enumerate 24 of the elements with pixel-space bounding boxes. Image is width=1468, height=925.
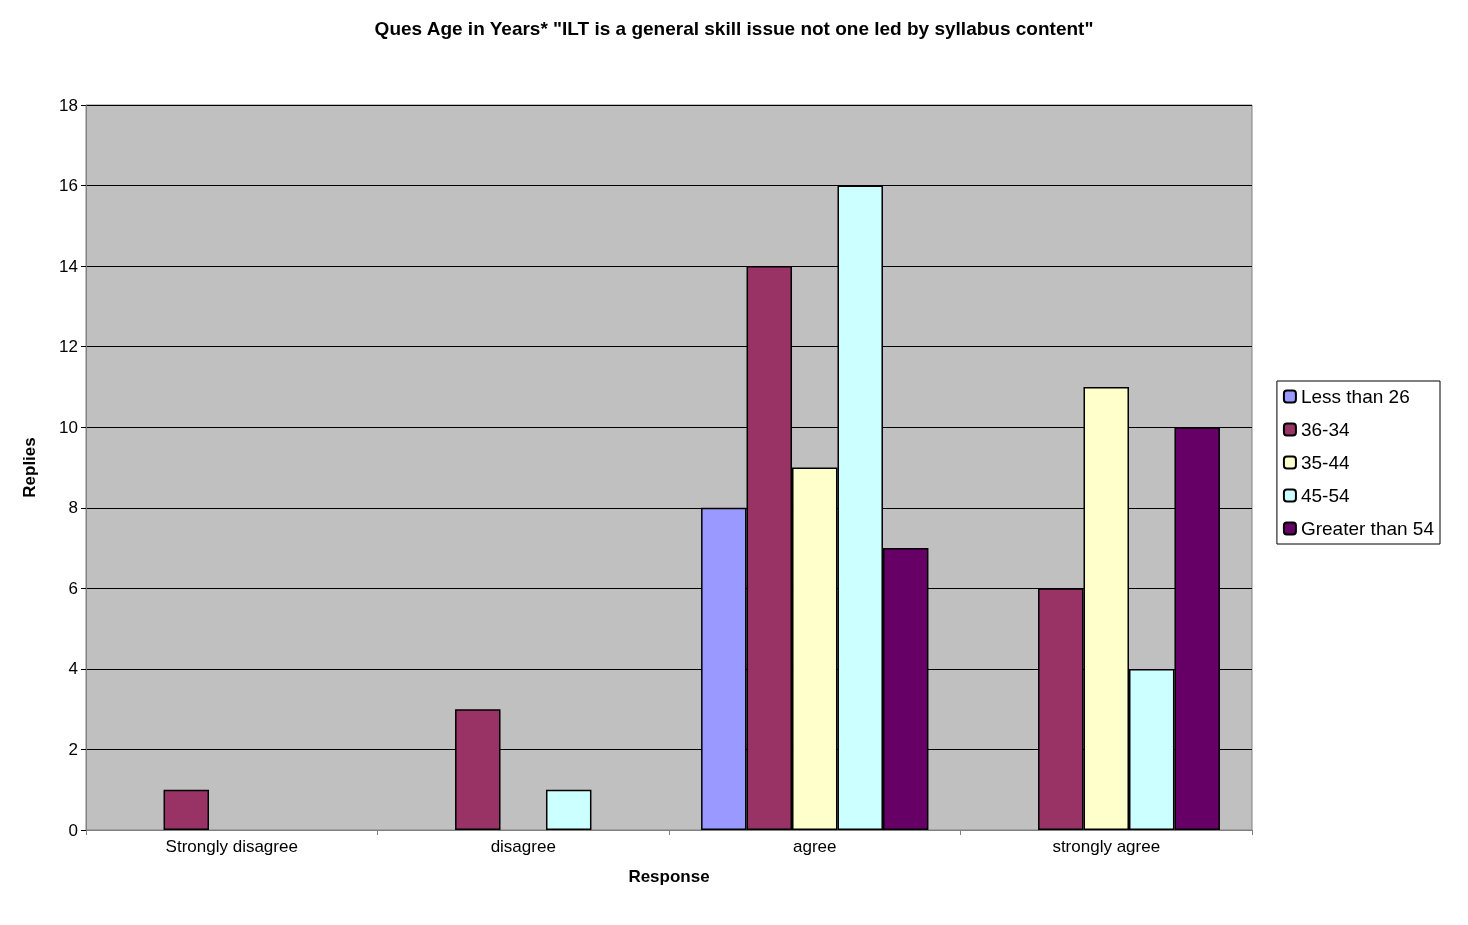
- y-tick-label: 0: [68, 820, 78, 840]
- legend-label: 35-44: [1300, 452, 1350, 473]
- legend-label: Greater than 54: [1300, 518, 1435, 539]
- y-tick-label: 10: [59, 417, 78, 437]
- y-axis-title: Replies: [20, 437, 39, 498]
- y-tick-label: 18: [59, 95, 78, 115]
- legend-label: Less than 26: [1300, 386, 1410, 407]
- x-tick-label: Strongly disagree: [165, 837, 298, 856]
- bar: [163, 789, 210, 830]
- y-tick-label: 4: [68, 659, 78, 679]
- y-tick-label: 6: [68, 578, 78, 598]
- bar: [545, 789, 592, 830]
- x-tick-label: disagree: [490, 837, 556, 856]
- legend-label: 36-34: [1300, 419, 1350, 440]
- y-tick-label: 14: [59, 256, 78, 276]
- y-tick-label: 12: [59, 337, 78, 357]
- y-tick-label: 8: [68, 498, 78, 518]
- x-tick-label: agree: [793, 837, 837, 856]
- x-axis-title: Response: [628, 867, 710, 886]
- legend-label: 45-54: [1300, 485, 1350, 506]
- chart-title: Ques Age in Years* "ILT is a general skill issue not one led by syllabus content": [374, 18, 1094, 39]
- x-tick-label: strongly agree: [1052, 837, 1161, 856]
- y-tick-label: 2: [68, 739, 78, 759]
- y-tick-label: 16: [59, 176, 78, 196]
